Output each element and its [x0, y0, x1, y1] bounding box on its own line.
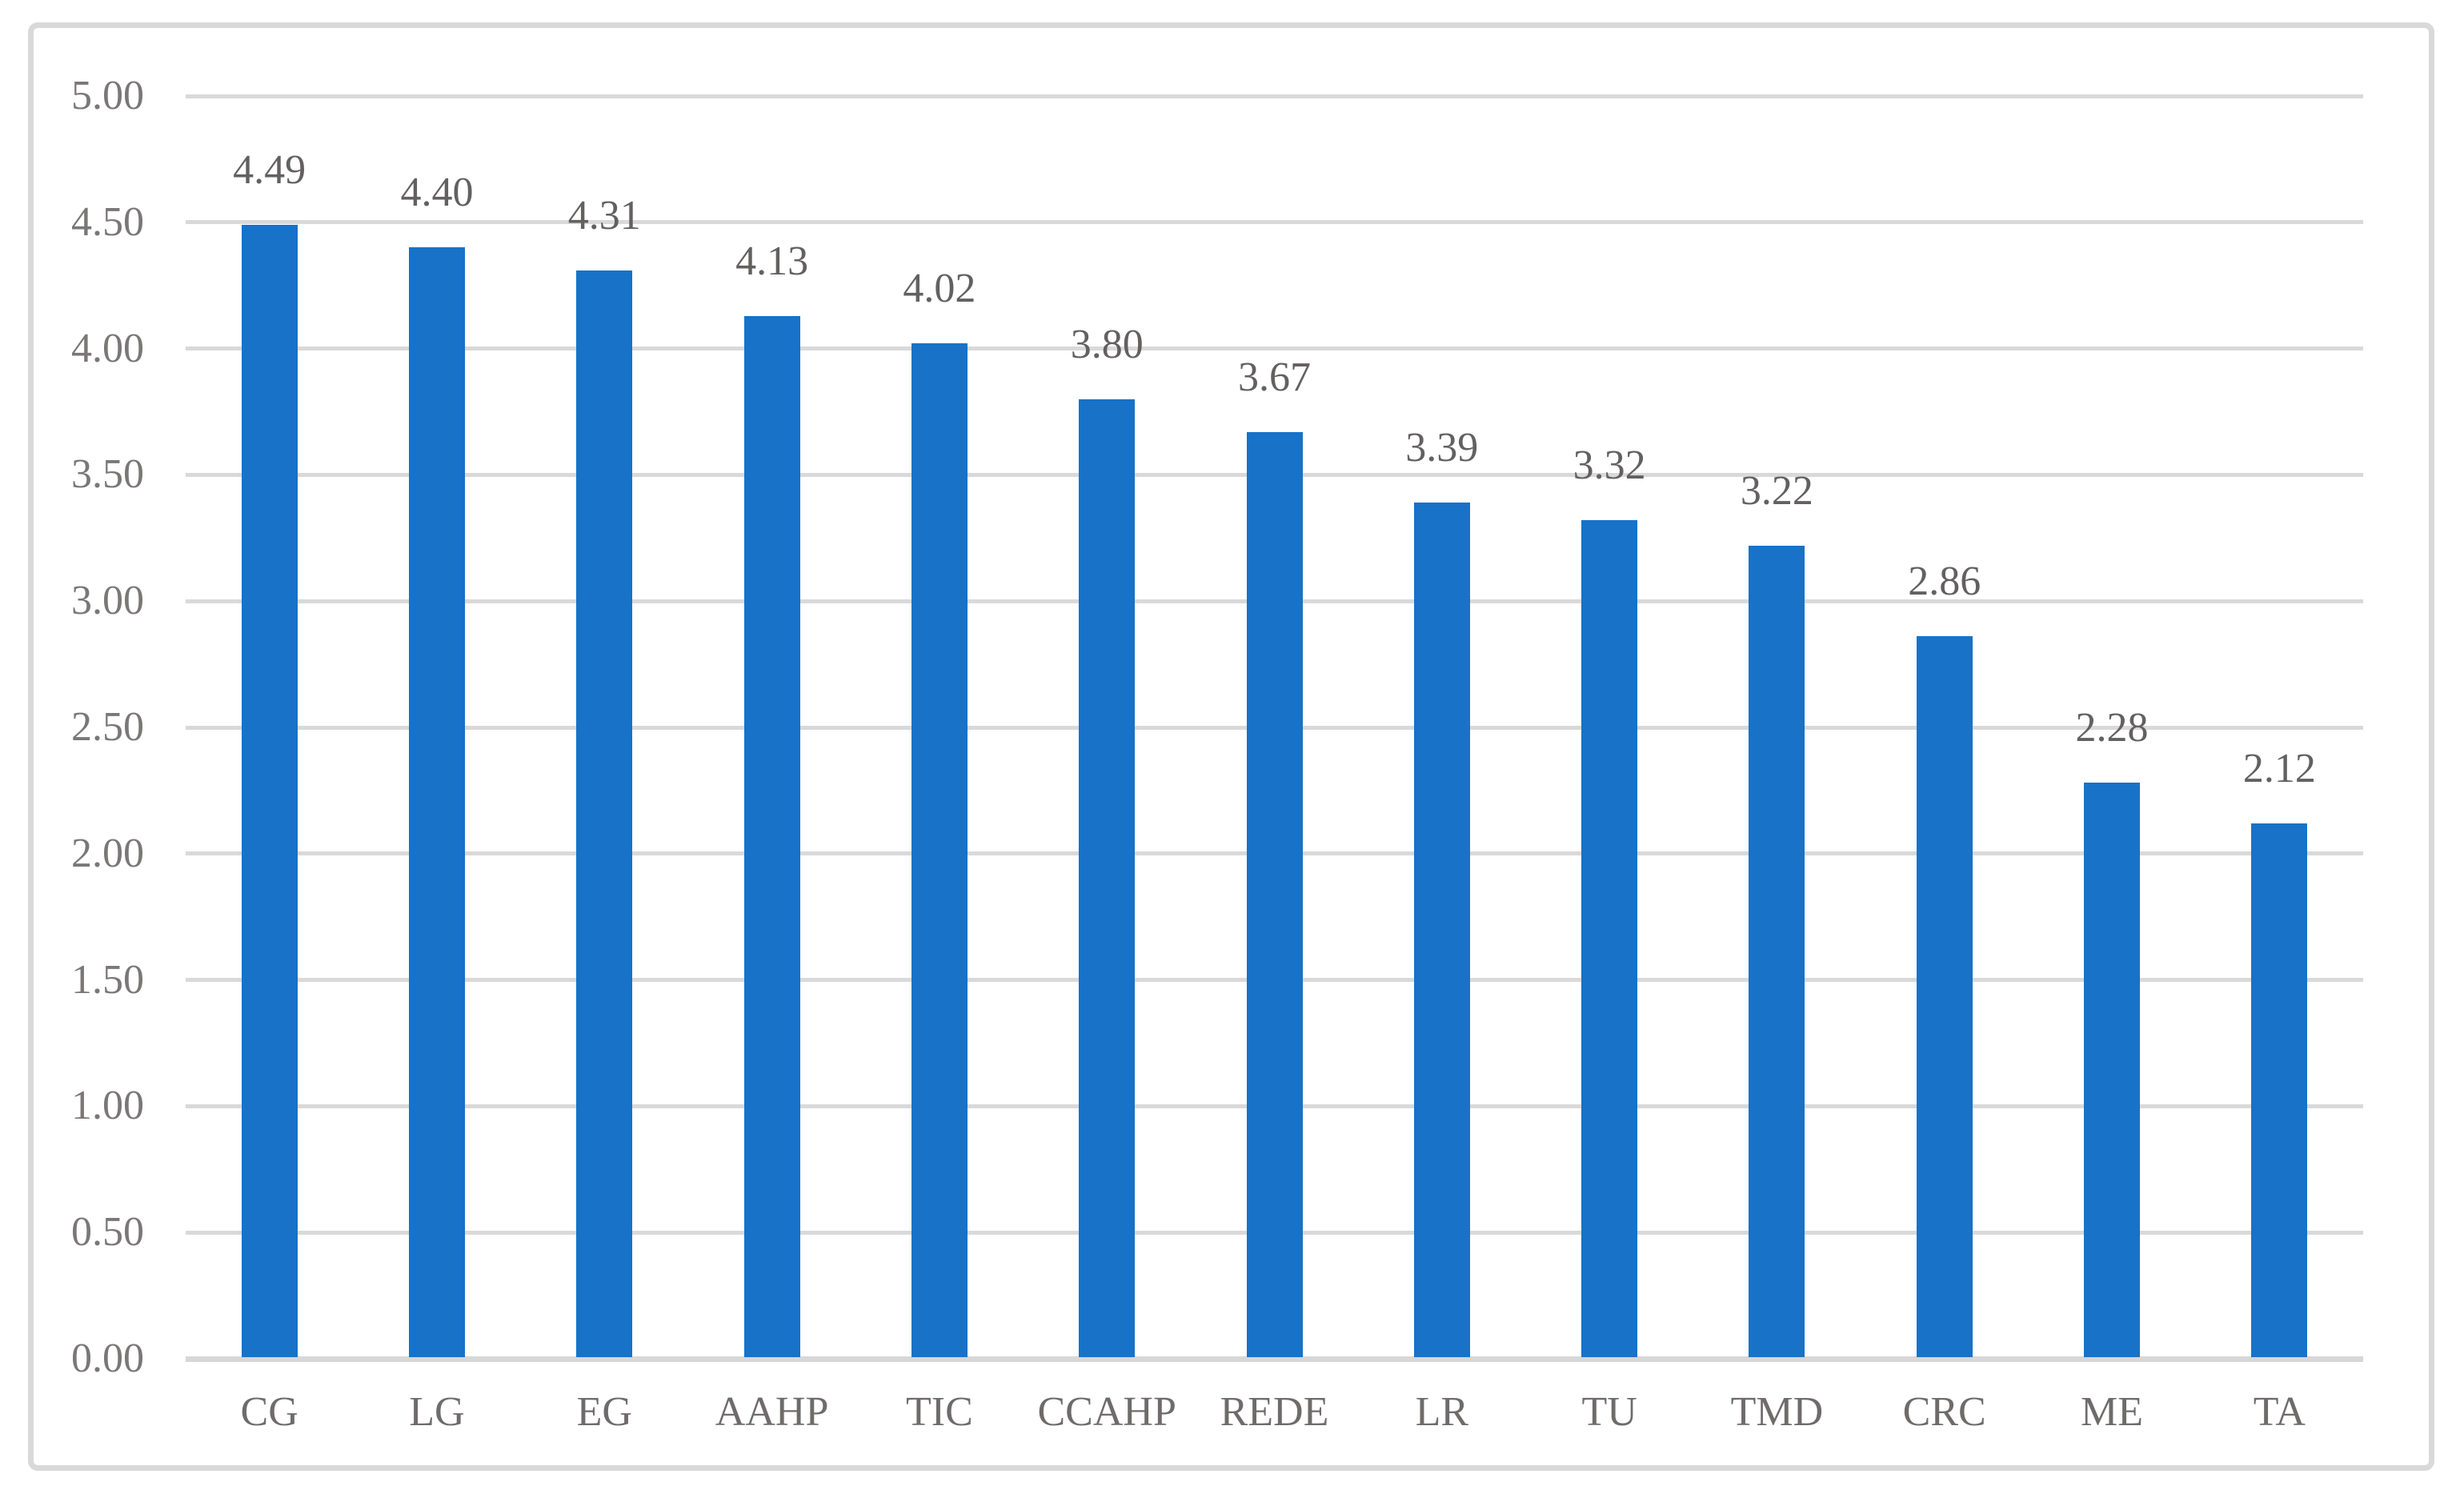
bar — [1079, 399, 1136, 1357]
x-axis-category-label: CRC — [1902, 1389, 1986, 1435]
x-axis-category-label: TIC — [905, 1389, 973, 1435]
bar-value-label: 2.86 — [1908, 559, 1981, 605]
bar — [1916, 636, 1973, 1357]
x-axis-category-label: TU — [1581, 1389, 1637, 1435]
bar — [1749, 545, 1805, 1357]
bar — [2251, 823, 2308, 1357]
bar — [2084, 783, 2141, 1357]
x-axis-category-label: CCAHP — [1037, 1389, 1176, 1435]
bar — [1413, 503, 1470, 1357]
y-axis-tick-label: 1.00 — [71, 1083, 144, 1129]
x-axis-category-label: REDE — [1220, 1389, 1329, 1435]
y-axis-tick-label: 3.50 — [71, 451, 144, 498]
x-axis-category-label: TMD — [1730, 1389, 1824, 1435]
bar — [576, 270, 633, 1357]
bar-value-label: 3.32 — [1573, 443, 1646, 489]
y-axis-tick-label: 4.50 — [71, 198, 144, 245]
bar-value-label: 4.49 — [233, 146, 306, 193]
bar — [911, 343, 968, 1357]
bar-value-label: 4.31 — [567, 192, 641, 238]
bar — [408, 247, 465, 1357]
bar-value-label: 4.02 — [903, 266, 976, 312]
x-axis-category-label: EG — [576, 1389, 632, 1435]
chart-border-frame — [28, 22, 2434, 1471]
y-axis-tick-label: 2.50 — [71, 704, 144, 750]
y-axis-tick-label: 4.00 — [71, 325, 144, 371]
bar-value-label: 4.13 — [735, 238, 809, 284]
gridline — [186, 220, 2363, 225]
y-axis-tick-label: 5.00 — [71, 73, 144, 118]
bar — [743, 315, 800, 1357]
bar-value-label: 4.40 — [400, 170, 474, 216]
bar-value-label: 2.28 — [2075, 705, 2149, 751]
bar-value-label: 3.67 — [1238, 354, 1311, 400]
y-axis-tick-label: 2.00 — [71, 830, 144, 876]
bar — [1246, 431, 1303, 1357]
y-axis-tick-label: 0.50 — [71, 1209, 144, 1256]
y-axis-tick-label: 0.00 — [71, 1336, 144, 1381]
y-axis-tick-label: 3.00 — [71, 578, 144, 624]
x-axis-category-label: TA — [2253, 1389, 2306, 1435]
bar-value-label: 3.22 — [1740, 467, 1813, 514]
bar — [241, 224, 298, 1357]
x-axis-category-label: ME — [2081, 1389, 2144, 1435]
x-axis-line — [186, 1356, 2363, 1362]
gridline — [186, 94, 2363, 98]
x-axis-category-label: AAHP — [715, 1389, 829, 1435]
gridline — [186, 346, 2363, 351]
bar-value-label: 3.80 — [1070, 321, 1144, 367]
x-axis-category-label: LG — [409, 1389, 465, 1435]
x-axis-category-label: CG — [240, 1389, 298, 1435]
x-axis-category-label: LR — [1415, 1389, 1469, 1435]
bar-value-label: 2.12 — [2242, 745, 2316, 791]
bar-value-label: 3.39 — [1405, 425, 1479, 471]
bar — [1581, 520, 1638, 1357]
y-axis-tick-label: 1.50 — [71, 956, 144, 1003]
